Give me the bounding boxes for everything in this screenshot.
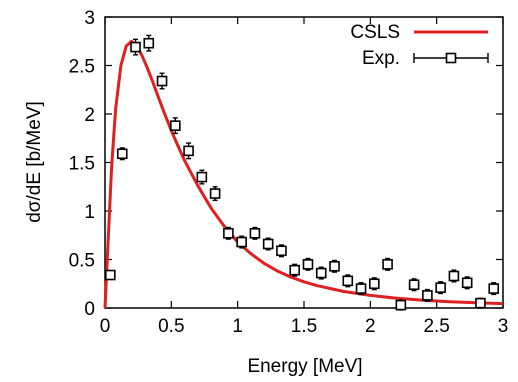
legend-label-csls: CSLS xyxy=(350,22,400,43)
exp-data-point xyxy=(105,269,116,281)
exp-data-point xyxy=(196,169,208,185)
exp-data-point xyxy=(143,34,155,52)
point-marker xyxy=(236,236,247,248)
exp-data-point xyxy=(448,269,460,283)
point-marker xyxy=(395,299,407,311)
exp-data-point xyxy=(435,281,446,295)
point-marker xyxy=(183,145,194,157)
x-axis-label: Energy [MeV] xyxy=(247,356,362,377)
exp-data-point xyxy=(315,266,327,280)
legend: CSLS Exp. xyxy=(350,22,489,69)
exp-data-point xyxy=(461,276,473,290)
legend-swatches xyxy=(413,30,489,64)
point-marker xyxy=(196,171,208,183)
point-marker xyxy=(223,228,234,239)
point-marker xyxy=(143,37,155,49)
point-marker xyxy=(435,282,446,293)
point-marker xyxy=(329,260,340,272)
exp-data-point xyxy=(488,282,500,296)
point-marker xyxy=(475,297,486,309)
point-marker xyxy=(276,245,287,257)
exp-data-point xyxy=(249,226,261,240)
exp-data-point xyxy=(342,274,354,288)
x-axis-ticks: 0 0.5 1 1.5 2 2.5 3 xyxy=(100,17,509,337)
y-tick-label: 3 xyxy=(84,8,95,29)
x-tick-label: 2.5 xyxy=(423,316,449,337)
x-tick-label: 1.5 xyxy=(291,316,317,337)
y-tick-label: 2 xyxy=(84,105,95,126)
exp-data-point xyxy=(209,186,221,202)
point-marker xyxy=(116,148,128,160)
exp-data-point xyxy=(116,147,128,161)
point-marker xyxy=(488,283,500,294)
exp-data-point xyxy=(382,257,393,271)
exp-points-layer xyxy=(105,34,500,311)
exp-data-point xyxy=(355,282,367,296)
y-tick-label: 1.5 xyxy=(69,154,95,175)
legend-swatch-exp-marker xyxy=(445,52,457,64)
point-marker xyxy=(355,283,367,294)
x-tick-label: 0.5 xyxy=(158,316,184,337)
x-tick-label: 3 xyxy=(498,316,509,337)
legend-label-exp: Exp. xyxy=(362,48,400,69)
point-marker xyxy=(262,238,274,250)
exp-data-point xyxy=(422,288,433,302)
point-marker xyxy=(369,278,380,290)
x-tick-label: 0 xyxy=(100,316,111,337)
point-marker xyxy=(448,270,460,282)
exp-data-point xyxy=(475,297,486,309)
exp-data-point xyxy=(183,142,194,160)
point-marker xyxy=(342,275,354,287)
point-marker xyxy=(315,267,327,279)
point-marker xyxy=(130,41,141,53)
y-tick-label: 1 xyxy=(84,202,95,223)
y-axis-label: dσ/dE [b/MeV] xyxy=(24,101,45,223)
exp-data-point xyxy=(408,278,420,292)
exp-data-point xyxy=(170,117,181,135)
y-tick-label: 2.5 xyxy=(69,57,95,78)
point-marker xyxy=(289,264,301,276)
point-marker xyxy=(156,75,168,87)
y-tick-label: 0.5 xyxy=(69,251,95,272)
exp-data-point xyxy=(302,257,314,271)
point-marker xyxy=(461,277,473,289)
point-marker xyxy=(170,120,181,131)
exp-data-point xyxy=(276,244,287,258)
y-tick-label: 0 xyxy=(84,299,95,320)
x-tick-label: 1 xyxy=(232,316,243,337)
point-marker xyxy=(302,259,314,270)
point-marker xyxy=(105,269,116,281)
exp-data-point xyxy=(395,299,407,311)
exp-data-point xyxy=(236,235,247,249)
point-marker xyxy=(422,290,433,301)
exp-data-point xyxy=(223,226,234,240)
y-axis-ticks: 0 0.5 1 1.5 2 2.5 3 xyxy=(69,8,503,320)
exp-data-point xyxy=(262,237,274,251)
x-tick-label: 2 xyxy=(365,316,376,337)
exp-data-point xyxy=(289,263,301,277)
exp-data-point xyxy=(329,259,340,273)
point-marker xyxy=(382,259,393,270)
exp-data-point xyxy=(130,38,141,56)
point-marker xyxy=(408,279,420,291)
point-marker xyxy=(209,188,221,199)
exp-data-point xyxy=(156,72,168,90)
exp-data-point xyxy=(369,277,380,291)
point-marker xyxy=(249,228,261,239)
